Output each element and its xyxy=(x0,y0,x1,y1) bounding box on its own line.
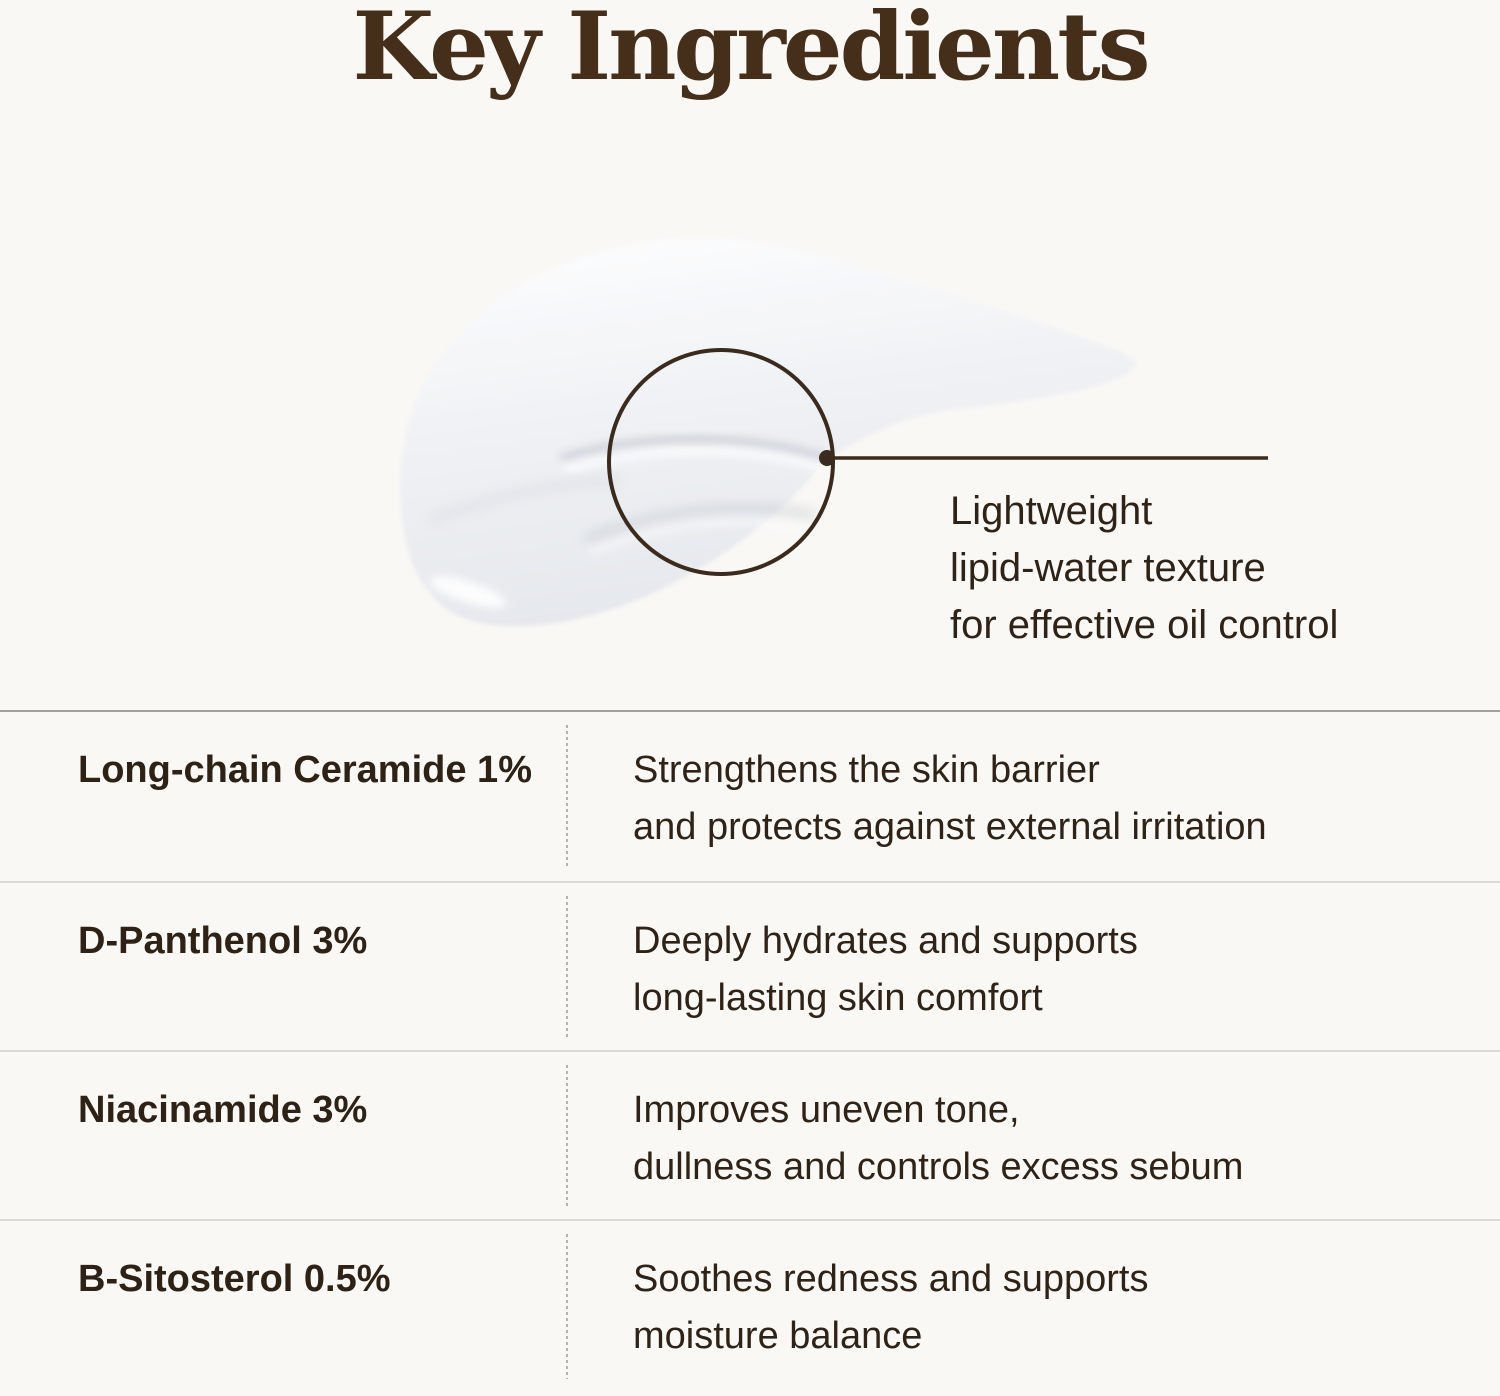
annotation-line: lipid-water texture xyxy=(950,546,1266,590)
description-line: Strengthens the skin barrier xyxy=(633,749,1100,791)
description-line: Deeply hydrates and supports xyxy=(633,920,1138,962)
table-row: B-Sitosterol 0.5% Soothes redness and su… xyxy=(0,1219,1500,1392)
ingredients-table: Long-chain Ceramide 1% Strengthens the s… xyxy=(0,710,1500,1392)
ingredient-description: Strengthens the skin barrier and protect… xyxy=(566,712,1500,881)
ingredient-description: Soothes redness and supports moisture ba… xyxy=(566,1221,1500,1392)
texture-annotation: Lightweight lipid-water texture for effe… xyxy=(950,483,1338,654)
ingredient-description: Deeply hydrates and supports long-lastin… xyxy=(566,883,1500,1050)
ingredient-name: B-Sitosterol 0.5% xyxy=(78,1258,391,1300)
description-line: Improves uneven tone, xyxy=(633,1089,1020,1131)
annotation-line: for effective oil control xyxy=(950,603,1339,647)
ingredient-name: D-Panthenol 3% xyxy=(78,920,368,962)
annotation-line: Lightweight xyxy=(950,489,1153,533)
description-line: Soothes redness and supports xyxy=(633,1258,1149,1300)
page-title: Key Ingredients xyxy=(352,0,1150,102)
description-line: moisture balance xyxy=(633,1315,923,1357)
description-line: and protects against external irritation xyxy=(633,806,1267,848)
callout-dot xyxy=(819,450,835,466)
description-line: long-lasting skin comfort xyxy=(633,977,1043,1019)
description-line: dullness and controls excess sebum xyxy=(633,1146,1244,1188)
table-row: Niacinamide 3% Improves uneven tone, dul… xyxy=(0,1050,1500,1219)
ingredient-description: Improves uneven tone, dullness and contr… xyxy=(566,1052,1500,1219)
cream-swatch xyxy=(399,237,1136,627)
cream-swatch-figure xyxy=(399,237,1268,627)
ingredient-name: Niacinamide 3% xyxy=(78,1089,368,1131)
table-row: Long-chain Ceramide 1% Strengthens the s… xyxy=(0,712,1500,881)
ingredient-name: Long-chain Ceramide 1% xyxy=(78,749,532,791)
table-row: D-Panthenol 3% Deeply hydrates and suppo… xyxy=(0,881,1500,1050)
